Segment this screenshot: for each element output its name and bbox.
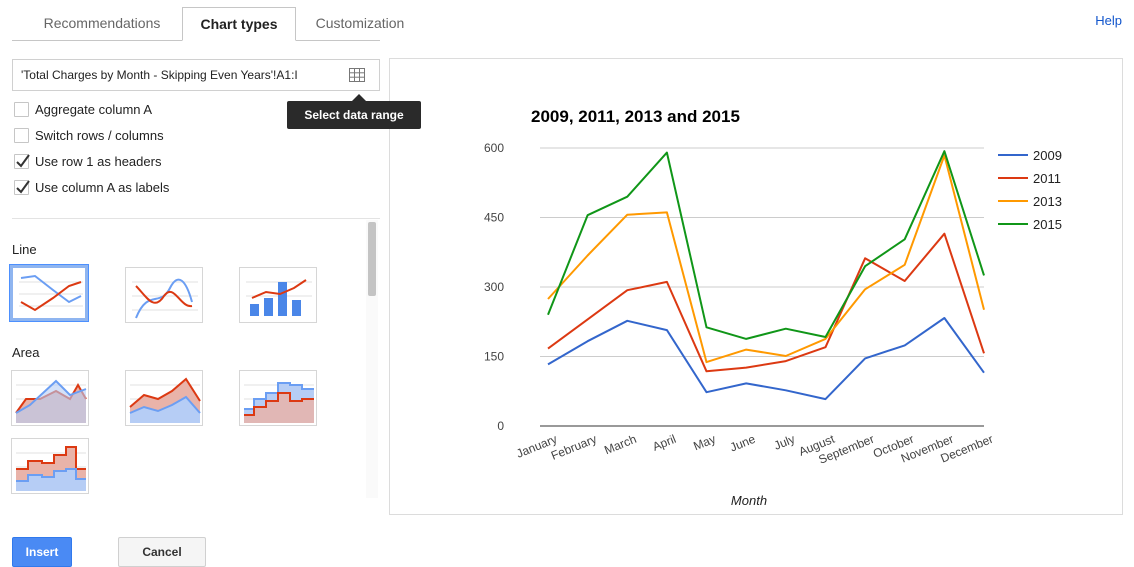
legend-label: 2015 xyxy=(1033,217,1062,232)
stacked-stepped-area-chart-icon xyxy=(16,446,86,491)
section-divider xyxy=(12,218,380,219)
data-range-input[interactable]: 'Total Charges by Month - Skipping Even … xyxy=(21,68,298,82)
checkbox-checked[interactable] xyxy=(14,154,30,169)
area-chart-icon xyxy=(15,379,87,423)
stacked-area-chart-icon xyxy=(129,377,201,423)
grid-icon xyxy=(349,68,365,82)
checkmark-icon xyxy=(16,154,30,168)
thumbnail-combo-chart[interactable] xyxy=(239,267,317,323)
series-line-2009 xyxy=(547,317,985,401)
line-chart: 2009, 2011, 2013 and 20150150300450600Ja… xyxy=(484,107,1062,508)
help-link[interactable]: Help xyxy=(1095,13,1122,28)
x-axis-title: Month xyxy=(731,493,767,508)
y-tick-label: 150 xyxy=(484,350,504,364)
tab-bar: Recommendations Chart types Customizatio… xyxy=(0,0,1134,41)
checkbox[interactable] xyxy=(14,102,29,117)
data-range-field[interactable]: 'Total Charges by Month - Skipping Even … xyxy=(12,59,380,91)
legend-label: 2009 xyxy=(1033,148,1062,163)
thumbnail-stacked-stepped-area-chart[interactable] xyxy=(11,438,89,494)
tooltip-arrow xyxy=(352,94,366,101)
x-tick-label: June xyxy=(728,432,758,455)
select-data-range-button[interactable] xyxy=(347,66,367,84)
option-label: Use column A as labels xyxy=(35,180,170,195)
cancel-button[interactable]: Cancel xyxy=(118,537,206,567)
x-tick-label: February xyxy=(549,432,599,463)
stepped-area-chart-icon xyxy=(244,382,314,423)
checkbox[interactable] xyxy=(14,128,29,143)
scrollbar-thumb[interactable] xyxy=(368,222,376,296)
legend-label: 2011 xyxy=(1033,171,1061,186)
y-tick-label: 450 xyxy=(484,211,504,225)
checkbox-checked[interactable] xyxy=(14,180,30,195)
x-tick-label: March xyxy=(602,432,638,457)
option-label: Aggregate column A xyxy=(35,102,153,117)
y-tick-label: 0 xyxy=(497,419,504,433)
tab-recommendations[interactable]: Recommendations xyxy=(43,15,161,31)
section-label-line: Line xyxy=(12,242,37,257)
series-line-2013 xyxy=(547,154,985,364)
line-chart-icon xyxy=(19,274,83,312)
tab-customization[interactable]: Customization xyxy=(315,15,405,31)
option-label: Use row 1 as headers xyxy=(35,154,162,169)
legend-label: 2013 xyxy=(1033,194,1062,209)
thumbnail-stacked-area-chart[interactable] xyxy=(125,370,203,426)
tab-chart-types[interactable]: Chart types xyxy=(182,7,296,41)
thumbnail-smooth-line-chart[interactable] xyxy=(125,267,203,323)
thumbnail-area-chart[interactable] xyxy=(11,370,89,426)
y-tick-label: 300 xyxy=(484,280,504,294)
select-data-range-tooltip: Select data range xyxy=(287,101,421,129)
x-tick-label: April xyxy=(651,432,679,454)
x-tick-label: May xyxy=(691,432,717,453)
option-label: Switch rows / columns xyxy=(35,128,164,143)
y-tick-label: 600 xyxy=(484,141,504,155)
chart-title: 2009, 2011, 2013 and 2015 xyxy=(531,107,740,126)
series-line-2015 xyxy=(547,150,985,340)
checkmark-icon xyxy=(16,180,30,194)
thumbnail-line-chart[interactable] xyxy=(9,264,89,322)
insert-button[interactable]: Insert xyxy=(12,537,72,567)
chart-preview: 2009, 2011, 2013 and 2015 0 150 300 450 600 Ja… xyxy=(389,58,1123,515)
thumbnail-stepped-area-chart[interactable] xyxy=(239,370,317,426)
series-line-2011 xyxy=(547,232,985,373)
section-label-area: Area xyxy=(12,345,40,360)
combo-chart-icon xyxy=(246,279,312,316)
x-tick-label: July xyxy=(772,432,797,453)
smooth-line-chart-icon xyxy=(132,278,198,319)
